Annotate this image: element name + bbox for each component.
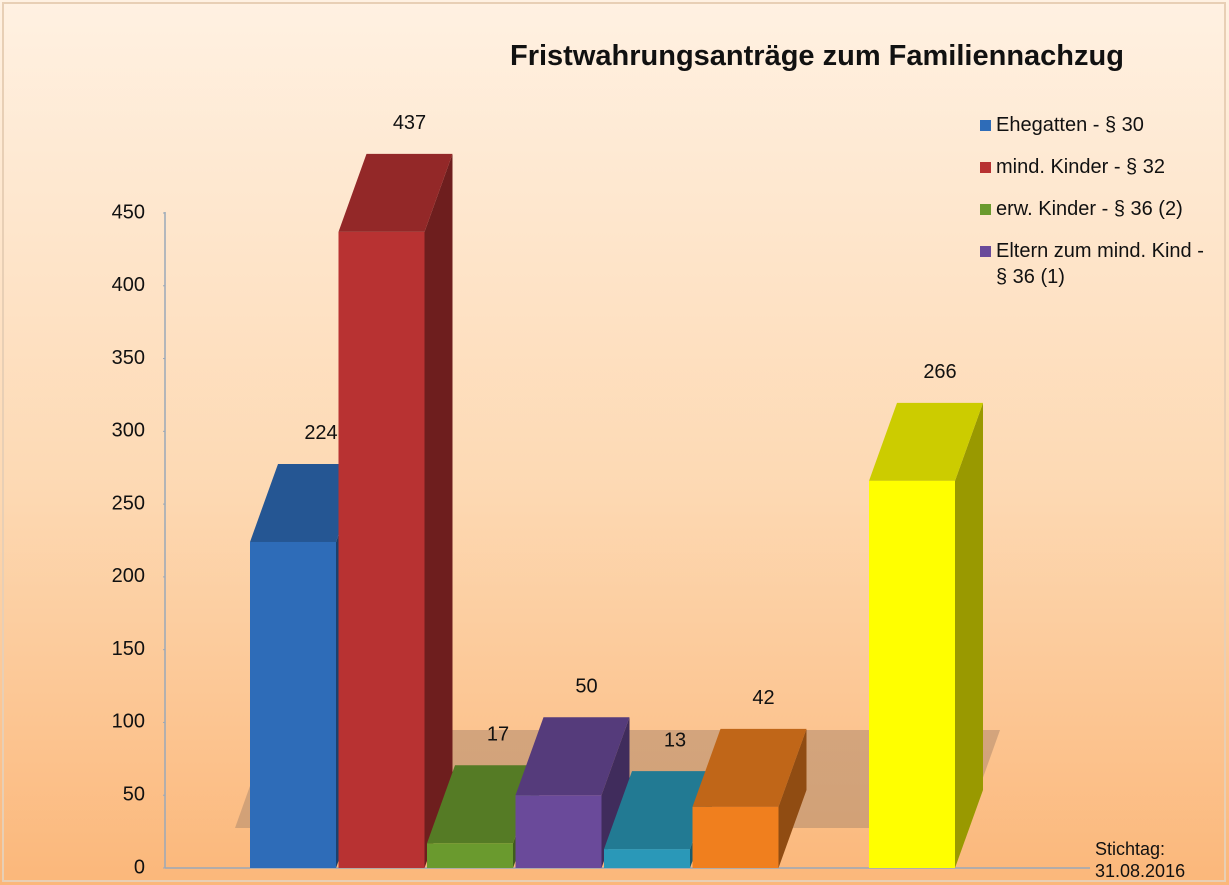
bar [869,480,955,868]
bar-side [601,717,630,868]
bar-top [515,717,630,796]
legend-label: Eltern zum mind. Kind - § 36 (1) [996,240,1204,288]
bar-side [778,728,807,868]
y-tick-label: 50 [123,784,145,806]
value-label: 42 [752,687,774,709]
bar-top [250,463,364,542]
legend-entry: Eltern zum mind. Kind - § 36 (1) [980,238,1210,290]
bar [692,806,779,868]
chart-title: Fristwahrungsanträge zum Familiennachzug [510,40,1124,72]
bar [427,843,513,868]
legend-swatch [980,204,991,215]
y-tick-label: 200 [112,565,145,587]
bar-top [338,153,453,232]
bar [338,231,425,868]
legend-entry: erw. Kinder - § 36 (2) [980,196,1210,222]
bar-top [869,402,983,481]
legend-entry: mind. Kinder - § 32 [980,154,1210,180]
y-tick-label: 350 [112,347,145,369]
value-label: 224 [304,422,337,444]
bar-top [692,728,807,807]
bar-side [955,402,983,868]
value-label: 17 [487,724,509,746]
legend: Ehegatten - § 30 mind. Kinder - § 32 erw. … [980,112,1210,306]
legend-swatch [980,120,991,131]
y-tick-label: 450 [112,201,145,223]
bar [515,795,602,868]
y-tick-label: 400 [112,274,145,296]
y-tick-label: 100 [112,711,145,733]
value-label: 50 [575,676,597,698]
bar [250,541,336,868]
legend-label: erw. Kinder - § 36 (2) [996,198,1183,220]
y-tick-label: 150 [112,638,145,660]
value-label: 13 [664,729,686,751]
legend-label: Ehegatten - § 30 [996,114,1144,136]
bar-top [604,771,718,850]
legend-swatch [980,162,991,173]
bar-side [424,153,453,868]
value-label: 437 [393,112,426,134]
annotation: Stichtag: 31.08.2016 [1095,839,1186,881]
bar-top [427,765,541,844]
y-tick-label: 300 [112,420,145,442]
y-tick-label: 0 [134,856,145,878]
legend-entry: Ehegatten - § 30 [980,112,1210,138]
bar [604,849,690,868]
y-tick-label: 250 [112,492,145,514]
value-label: 266 [923,361,956,383]
legend-label: mind. Kinder - § 32 [996,156,1165,178]
legend-swatch [980,246,991,257]
